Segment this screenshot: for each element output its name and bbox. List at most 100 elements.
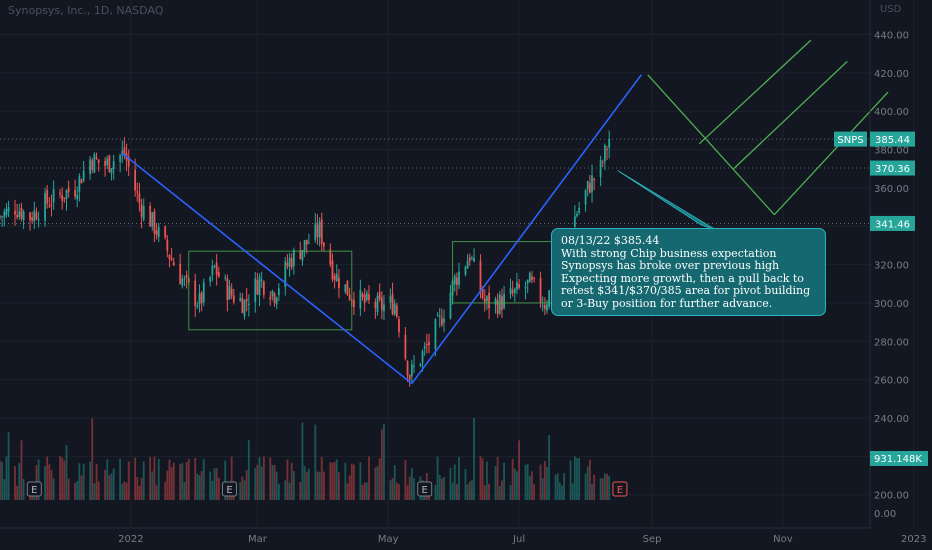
candle-body (35, 212, 38, 220)
volume-bar (398, 484, 400, 500)
candle-body (576, 213, 578, 217)
candle-body (63, 197, 66, 199)
volume-bar (329, 462, 332, 500)
candle-body (391, 294, 394, 315)
volume-bar (301, 422, 304, 500)
volume-bar (410, 468, 413, 500)
volume-bar (269, 457, 272, 500)
price-tick-label: 400.00 (874, 107, 909, 118)
candle-body (106, 158, 109, 165)
candle-body (305, 239, 308, 245)
candle-body (468, 257, 471, 262)
volume-bar (168, 459, 171, 500)
candle-body (473, 257, 475, 262)
volume-bar (335, 459, 338, 500)
candle-body (331, 260, 334, 280)
volume-bar (194, 457, 197, 500)
candle-body (528, 272, 531, 283)
volume-bar (215, 468, 218, 500)
candle-body (593, 178, 596, 180)
candle-body (286, 262, 289, 267)
candle-body (245, 298, 248, 302)
candle-body (436, 315, 439, 317)
annotation-callout[interactable]: 08/13/22 $385.44 With strong Chip busine… (551, 228, 826, 316)
candle-body (421, 351, 424, 363)
volume-bar (543, 460, 546, 500)
volume-bar (241, 476, 244, 500)
candle-body (247, 304, 250, 306)
candle-body (524, 286, 527, 289)
candle-body (318, 221, 321, 238)
candle-body (61, 195, 64, 202)
volume-bar (164, 481, 167, 500)
volume-bar (217, 477, 220, 500)
volume-bar (458, 456, 460, 500)
volume-bar (123, 481, 126, 500)
candle-body (365, 292, 368, 300)
candle-body (288, 258, 291, 267)
volume-bar (7, 432, 10, 500)
price-axis[interactable]: 440.00420.00400.00380.00360.00340.00320.… (869, 0, 909, 528)
candle-body (608, 139, 611, 148)
candle-body (346, 280, 349, 296)
candle-body (155, 230, 158, 235)
volume-bar (59, 456, 61, 500)
volume-bar (503, 462, 505, 500)
volume-bar (533, 484, 536, 500)
volume-bar (603, 473, 606, 500)
volume-bar (67, 478, 70, 500)
candle-body (127, 156, 130, 167)
volume-bar (453, 464, 456, 500)
volume-bar (286, 459, 289, 500)
candle-body (273, 293, 276, 303)
candle-body (202, 282, 205, 303)
volume-bar (361, 484, 364, 500)
candle-body (348, 294, 351, 300)
volume-bar (22, 478, 25, 500)
candle-body (44, 192, 46, 221)
volume-bar (363, 482, 366, 500)
candle-body (181, 278, 184, 286)
drawing-tools (121, 39, 889, 385)
candle-body (168, 254, 171, 259)
volume-bar (275, 471, 278, 500)
volume-bar (196, 473, 199, 500)
volume-bar (211, 480, 214, 500)
volume-bar (320, 456, 323, 500)
candle-body (425, 344, 428, 346)
candle-body (138, 193, 141, 204)
volume-bar (292, 471, 295, 500)
volume-bar (52, 478, 55, 500)
volume-bar (513, 468, 516, 500)
price-tick-label: 300.00 (874, 299, 909, 310)
candle-body (269, 296, 272, 300)
volume-bar (202, 459, 205, 500)
volume-bar (365, 482, 368, 500)
projection-line (733, 60, 848, 170)
projection-line (698, 39, 812, 145)
candle-body (406, 361, 409, 376)
volume-bar (127, 461, 130, 500)
ticker-badge-label: SNPS (837, 135, 863, 146)
candle-body (194, 280, 197, 306)
earnings-marker (26, 481, 42, 497)
candle-body (378, 292, 381, 300)
candle-body (217, 272, 220, 277)
volume-bar (434, 484, 437, 500)
volume-bar (473, 417, 475, 500)
candle-body (224, 277, 227, 279)
volume-bar (258, 456, 261, 500)
candle-body (123, 147, 126, 155)
candle-body (601, 162, 604, 164)
candle-body (449, 292, 452, 319)
volume-bar (20, 440, 23, 500)
time-axis[interactable]: 2022 Mar May Jul Sep Nov 2023 (0, 527, 926, 545)
volume-bar (383, 423, 385, 500)
candle-body (3, 211, 6, 218)
volume-bar (91, 418, 94, 500)
currency-label: USD (880, 4, 902, 15)
candle-body (541, 305, 544, 307)
candle-body (498, 294, 501, 314)
candle-body (380, 297, 383, 310)
